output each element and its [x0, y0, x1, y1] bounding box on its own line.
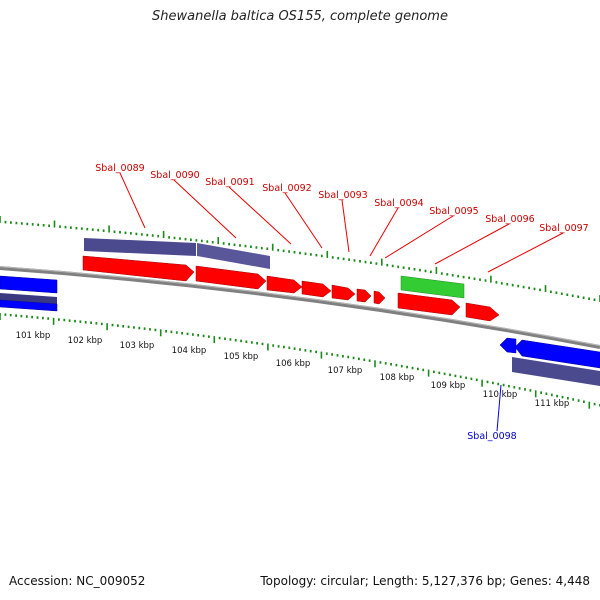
callout-line — [119, 172, 146, 229]
gene-arrow-reverse — [514, 339, 600, 369]
forward-gene-track — [82, 255, 500, 322]
gene-arrow-sbal-0096 — [397, 292, 461, 316]
gene-arrow-sbal-0091 — [266, 275, 303, 294]
scale-label: 110 kbp — [483, 390, 518, 400]
rna-gene-box — [400, 275, 465, 299]
feature-bar-segment — [0, 293, 57, 304]
scale-label: 111 kbp — [535, 399, 570, 409]
gene-labels: Sbal_0089 Sbal_0090 Sbal_0091 Sbal_0092 … — [95, 163, 588, 442]
callout-lines — [119, 172, 564, 432]
callout-line — [341, 199, 350, 253]
callout-line — [284, 192, 323, 249]
gene-arrow-sbal-0090 — [195, 265, 267, 290]
callout-line — [496, 384, 502, 432]
gene-label: Sbal_0097 — [539, 223, 588, 234]
gene-arrow-sbal-0095 — [373, 290, 386, 305]
scale-label: 103 kbp — [120, 341, 155, 351]
scale-label: 107 kbp — [328, 366, 363, 376]
gene-label: Sbal_0098 — [467, 431, 516, 442]
gene-label: Sbal_0091 — [205, 177, 254, 188]
feature-bar-track — [0, 238, 600, 386]
feature-bar-segment — [512, 357, 600, 386]
gene-arrow-reverse — [0, 275, 58, 294]
callout-line — [434, 223, 510, 265]
gene-label: Sbal_0093 — [318, 190, 367, 201]
callout-line — [369, 207, 399, 257]
scale-label: 106 kbp — [276, 359, 311, 369]
gene-label: Sbal_0095 — [429, 206, 478, 217]
reverse-gene-track — [0, 275, 600, 369]
gene-arrow-sbal-0092 — [301, 280, 332, 298]
gene-arrow-sbal-0093 — [331, 284, 356, 301]
gene-label: Sbal_0092 — [262, 183, 311, 194]
callout-line — [384, 215, 454, 259]
scale-label: 104 kbp — [172, 346, 207, 356]
gene-arrow-reverse — [0, 299, 58, 312]
callout-line — [228, 186, 292, 245]
lower-tick-track — [0, 313, 600, 409]
scale-label: 105 kbp — [224, 352, 259, 362]
genome-backbone — [0, 266, 600, 349]
gene-arrow-sbal-0094 — [356, 288, 372, 303]
scale-label: 101 kbp — [16, 331, 51, 341]
feature-bar-segment — [84, 238, 196, 256]
feature-bar-segment — [197, 243, 270, 269]
gene-arrow-sbal-0089 — [82, 255, 195, 282]
gene-label: Sbal_0094 — [374, 198, 423, 209]
genome-summary-text: Topology: circular; Length: 5,127,376 bp… — [260, 574, 590, 588]
callout-line — [487, 232, 564, 273]
gene-label: Sbal_0096 — [485, 214, 534, 225]
scale-label: 108 kbp — [380, 373, 415, 383]
gene-arrow-sbal-0097 — [465, 302, 500, 322]
callout-line — [173, 179, 237, 239]
gene-label: Sbal_0089 — [95, 163, 144, 174]
scale-label: 109 kbp — [431, 381, 466, 391]
gene-arrow-sbal-0098 — [499, 337, 517, 354]
scale-labels: 101 kbp 102 kbp 103 kbp 104 kbp 105 kbp … — [16, 331, 570, 409]
upper-tick-track — [0, 216, 600, 302]
scale-label: 102 kbp — [68, 336, 103, 346]
accession-text: Accession: NC_009052 — [9, 574, 146, 588]
genome-title: Shewanella baltica OS155, complete genom… — [152, 9, 448, 24]
gene-label: Sbal_0090 — [150, 170, 199, 181]
